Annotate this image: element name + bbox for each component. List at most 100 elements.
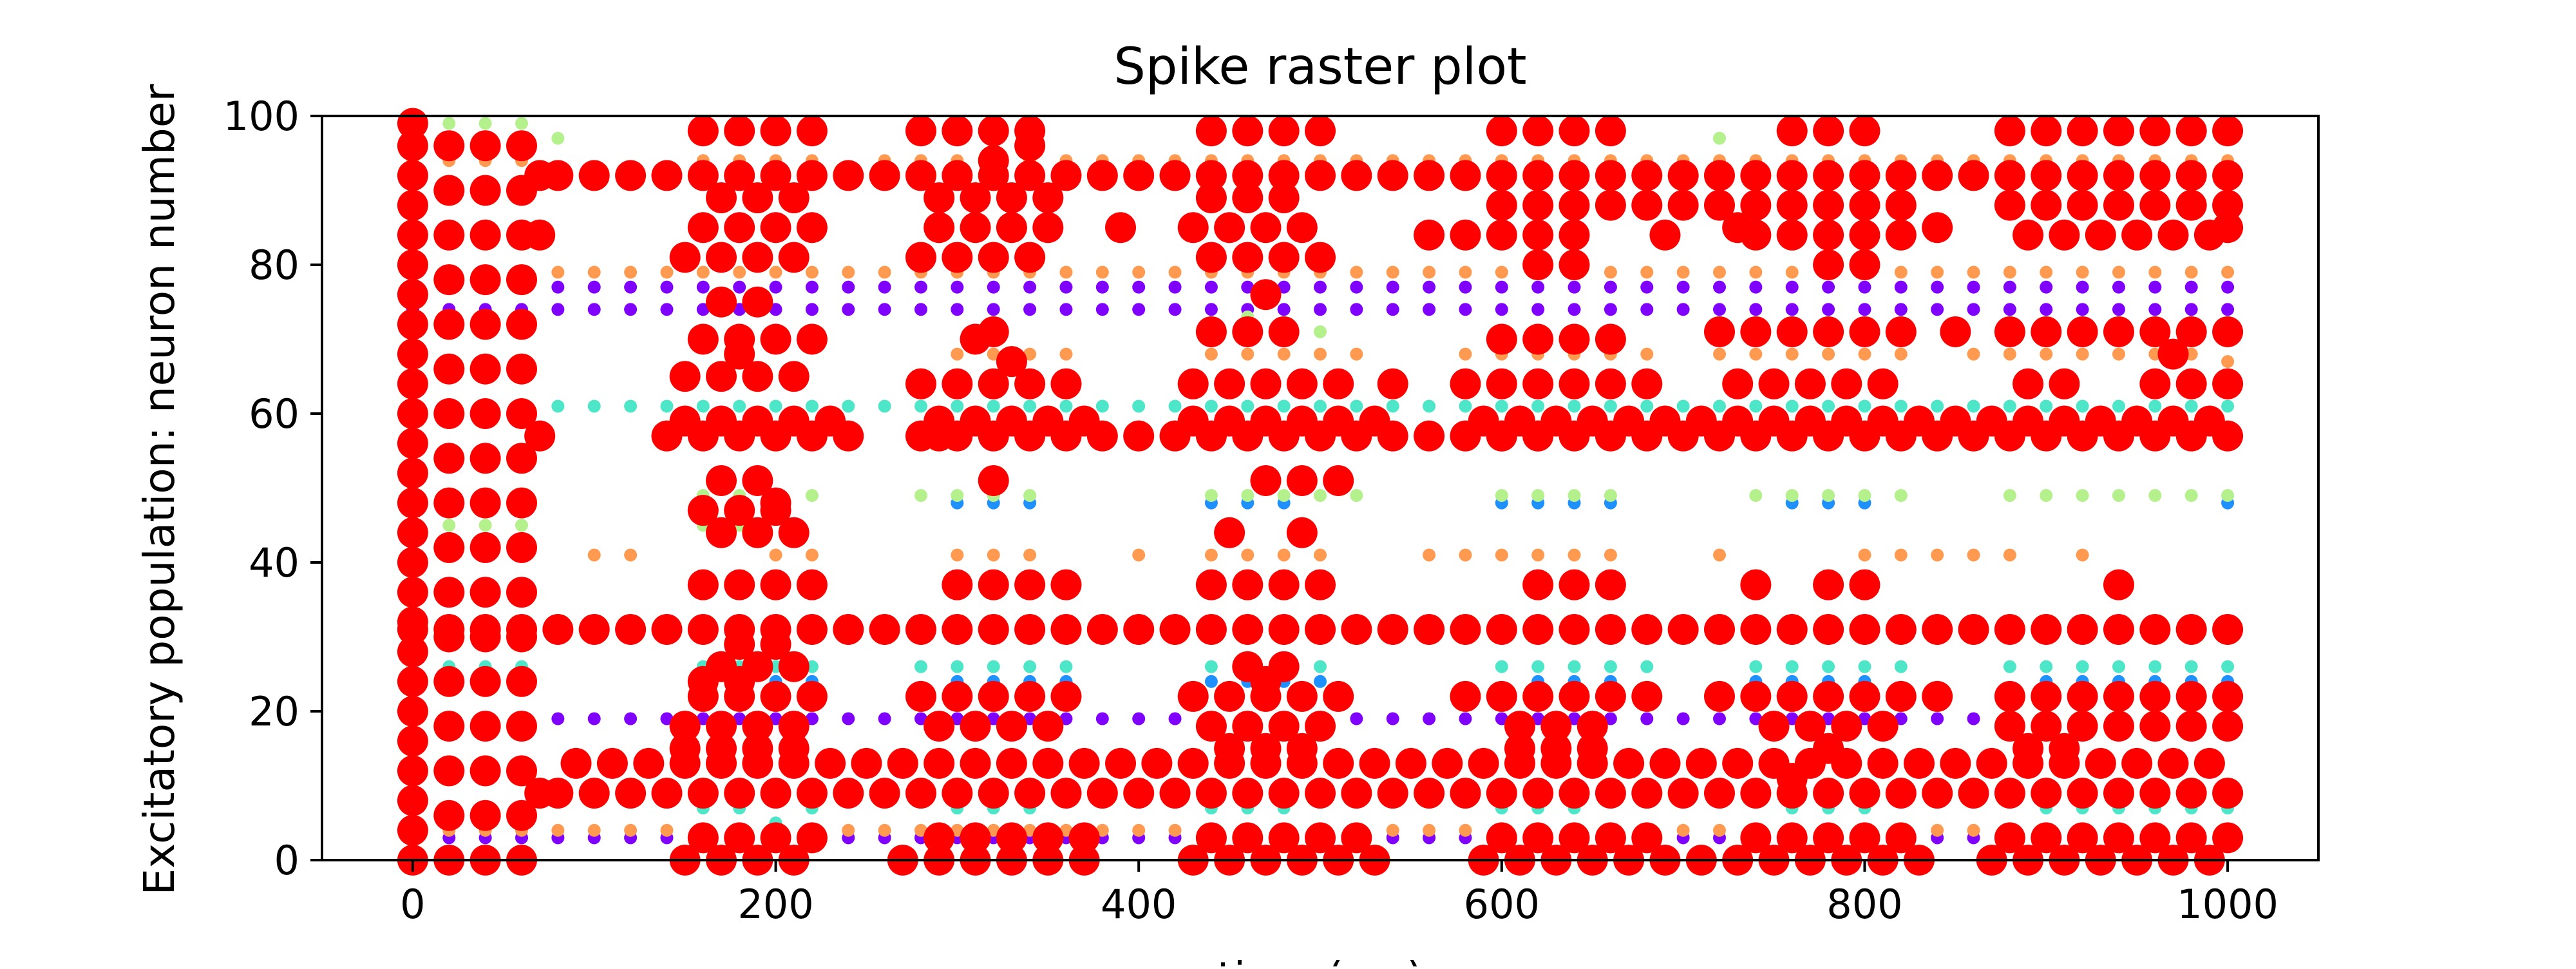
spike-point (914, 712, 927, 725)
spike-point (1785, 303, 1799, 316)
spike-point (1776, 219, 1808, 251)
spike-point (1450, 613, 1481, 645)
spike-point (878, 280, 891, 294)
spike-point (1558, 189, 1590, 221)
spike-point (2148, 399, 2162, 413)
x-ticks: 0 200 400 600 800 1000 (400, 860, 2278, 928)
spike-point (1195, 778, 1227, 809)
spike-point (1849, 569, 1880, 600)
spike-point (1214, 517, 1245, 548)
spike-point (1522, 569, 1554, 600)
spike-point (1931, 823, 1944, 837)
spike-point (1867, 711, 1899, 742)
spike-point (1268, 242, 1300, 273)
spike-point (1904, 747, 1935, 779)
spike-point (1459, 265, 1472, 279)
spike-point (669, 361, 701, 392)
spike-point (1740, 160, 1772, 191)
spike-point (742, 361, 773, 392)
spike-point (651, 160, 683, 191)
spike-point (996, 822, 1027, 854)
spike-point (1050, 368, 1082, 399)
spike-point (951, 280, 964, 294)
spike-point (742, 517, 773, 548)
x-tick-label: 600 (1464, 881, 1540, 928)
spike-point (1214, 368, 1245, 399)
spike-point (978, 316, 1009, 347)
spike-point (506, 532, 537, 563)
spike-point (1023, 280, 1037, 294)
spike-point (1885, 613, 1917, 645)
spike-point (433, 613, 465, 645)
spike-point (1740, 189, 1772, 221)
spike-point (2103, 680, 2134, 712)
spike-point (397, 613, 428, 645)
spike-point (805, 712, 819, 725)
spike-point (2139, 613, 2171, 645)
spike-point (1894, 712, 1908, 725)
spike-point (1023, 823, 1037, 837)
spike-point (978, 613, 1009, 645)
spike-point (1813, 680, 1844, 712)
spike-point (397, 398, 428, 429)
spike-point (1613, 405, 1645, 437)
spike-point (2003, 347, 2016, 361)
spike-point (1032, 747, 1064, 779)
spike-point (1195, 569, 1227, 600)
spike-point (1813, 613, 1844, 645)
spike-point (1676, 823, 1690, 837)
spike-point (1749, 280, 1763, 294)
spike-point (1132, 399, 1146, 413)
spike-point (1250, 666, 1282, 697)
spike-point (1450, 219, 1481, 251)
spike-point (1232, 711, 1264, 742)
spike-point (669, 711, 701, 742)
spike-point (1894, 399, 1908, 413)
spike-point (951, 303, 964, 316)
spike-point (1558, 219, 1590, 251)
spike-point (397, 189, 428, 221)
x-tick-label: 0 (400, 881, 425, 928)
spike-point (397, 219, 428, 251)
spike-point (1486, 613, 1517, 645)
spike-point (469, 577, 501, 608)
spike-point (551, 712, 565, 725)
spike-point (1268, 182, 1300, 214)
spike-point (1305, 778, 1336, 809)
spike-point (1232, 160, 1264, 191)
spike-point (815, 405, 846, 437)
spike-point (2112, 265, 2125, 279)
spike-point (778, 182, 810, 214)
spike-point (1713, 280, 1726, 294)
spike-point (1831, 368, 1862, 399)
spike-point (1967, 712, 1980, 725)
spike-point (1168, 280, 1182, 294)
spike-point (687, 323, 719, 355)
spike-point (1940, 747, 1971, 779)
spike-point (2157, 219, 2189, 251)
spike-point (733, 399, 746, 413)
spike-point (696, 303, 710, 316)
spike-point (2067, 189, 2098, 221)
spike-point (1785, 280, 1799, 294)
spike-point (2031, 711, 2062, 742)
spike-point (1250, 465, 1282, 496)
spike-point (2067, 822, 2098, 854)
spike-point (1305, 822, 1336, 854)
spike-point (1023, 660, 1037, 673)
spike-point (469, 443, 501, 474)
spike-point (1967, 265, 1980, 279)
spike-point (2157, 747, 2189, 779)
spike-point (1849, 680, 1880, 712)
spike-point (433, 755, 465, 787)
spike-point (1095, 399, 1109, 413)
spike-point (1214, 680, 1245, 712)
spike-point (1305, 613, 1336, 645)
spike-point (2031, 822, 2062, 854)
spike-point (1105, 747, 1136, 779)
spike-point (1414, 420, 1445, 452)
spike-point (760, 569, 791, 600)
spike-point (733, 280, 746, 294)
spike-point (1849, 219, 1880, 251)
